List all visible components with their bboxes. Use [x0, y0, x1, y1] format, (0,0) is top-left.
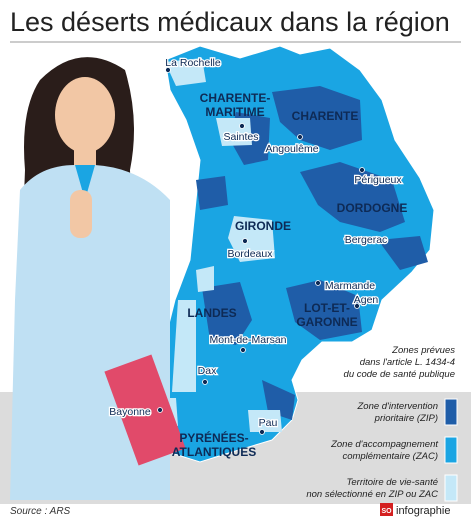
- department-label: DORDOGNE: [337, 201, 408, 215]
- department-label: CHARENTE: [292, 109, 359, 123]
- city-dot: [359, 167, 365, 173]
- label-line: Zone d'accompagnement: [330, 439, 438, 450]
- note-line: dans l'article L. 1434-4: [360, 357, 455, 368]
- city-dot: [297, 134, 303, 140]
- hand: [70, 190, 92, 238]
- label-line: prioritaire (ZIP): [374, 413, 438, 424]
- department-label: PYRÉNÉES-ATLANTIQUES: [172, 430, 256, 459]
- city-label: Agen: [354, 294, 379, 306]
- zip-zone: [272, 86, 362, 150]
- doctor-illustration: [10, 57, 186, 500]
- city-dot: [354, 303, 360, 309]
- unselected-zone: [248, 410, 282, 432]
- logo-mark: SO: [381, 508, 392, 515]
- city-label: Marmande: [325, 280, 375, 292]
- city-label: Bayonne: [109, 406, 151, 418]
- folder: [104, 354, 186, 466]
- city-label: Mont-de-Marsan: [209, 334, 286, 346]
- zip-zone: [196, 176, 228, 210]
- note-line: Zones prévues: [391, 345, 455, 356]
- city-label: Périgueux: [354, 174, 402, 186]
- label-line: LOT-ET-: [304, 301, 350, 315]
- city-label: Bergerac: [345, 234, 388, 246]
- label-line: PYRÉNÉES-: [179, 430, 248, 445]
- label-line: MARITIME: [205, 105, 264, 119]
- shirt: [75, 165, 95, 200]
- city-label: Pau: [259, 417, 278, 429]
- note-line: du code de santé publique: [344, 369, 455, 380]
- city-label: La Rochelle: [165, 57, 221, 69]
- city-dot: [202, 379, 208, 385]
- label-line: Territoire de vie-santé: [346, 477, 438, 488]
- zip-zone: [286, 280, 362, 340]
- city-label: Saintes: [223, 131, 258, 143]
- department-labels: CHARENTE-MARITIME CHARENTE DORDOGNE GIRO…: [172, 91, 408, 459]
- unselected-zone: [228, 216, 275, 262]
- department-label: LANDES: [187, 306, 236, 320]
- label-line: non sélectionné en ZIP ou ZAC: [306, 489, 438, 500]
- department-label: GIRONDE: [235, 219, 291, 233]
- legend-label: Zone d'intervention prioritaire (ZIP): [356, 401, 438, 424]
- cities: La Rochelle Saintes Angoulême Périgueux Berg…: [108, 56, 404, 435]
- label-line: LANDES: [187, 306, 236, 320]
- city-dot: [157, 407, 163, 413]
- city-label: Dax: [198, 365, 217, 377]
- unselected-zone: [172, 300, 196, 392]
- label-line: GIRONDE: [235, 219, 291, 233]
- legend-items: Zone d'intervention prioritaire (ZIP)Zone…: [306, 398, 458, 502]
- city-dot: [343, 236, 349, 242]
- city-dot: [240, 347, 246, 353]
- label-line: DORDOGNE: [337, 201, 408, 215]
- label-line: complémentaire (ZAC): [342, 451, 438, 462]
- logo-badge: [380, 503, 393, 516]
- city-label: Bordeaux: [228, 248, 274, 260]
- neck: [74, 148, 96, 170]
- legend-label: Zone d'accompagnement complémentaire (ZAC…: [330, 439, 438, 462]
- city-dot: [239, 123, 245, 129]
- city-dot: [259, 429, 265, 435]
- department-label: LOT-ET-GARONNE: [296, 301, 357, 329]
- legend-swatch: [444, 398, 458, 426]
- legend-swatch: [444, 436, 458, 464]
- title: Les déserts médicaux dans la région: [10, 7, 450, 37]
- legend-note: Zones prévues dans l'article L. 1434-4 du …: [344, 345, 456, 380]
- city-label: Angoulême: [265, 143, 318, 155]
- label-line: Zone d'intervention: [356, 401, 438, 412]
- unselected-zone: [196, 266, 214, 292]
- logo-text: infographie: [396, 505, 450, 517]
- face: [55, 77, 115, 153]
- legend-label: Territoire de vie-santé non sélectionné e…: [306, 477, 438, 500]
- zip-zone: [202, 282, 252, 345]
- department-label: CHARENTE-MARITIME: [200, 91, 271, 119]
- label-line: CHARENTE-: [200, 91, 271, 105]
- region: [149, 45, 435, 463]
- city-dot: [315, 280, 321, 286]
- label-line: GARONNE: [296, 315, 357, 329]
- source: Source : ARS: [10, 506, 71, 517]
- city-dot: [242, 238, 248, 244]
- zip-zone: [378, 236, 428, 270]
- unselected-zone: [165, 58, 206, 86]
- legend-swatch: [444, 474, 458, 502]
- label-line: CHARENTE: [292, 109, 359, 123]
- legend: Zones prévues dans l'article L. 1434-4 du …: [306, 345, 458, 502]
- zip-zone: [300, 162, 405, 232]
- label-line: ATLANTIQUES: [172, 445, 256, 459]
- city-dot: [165, 67, 171, 73]
